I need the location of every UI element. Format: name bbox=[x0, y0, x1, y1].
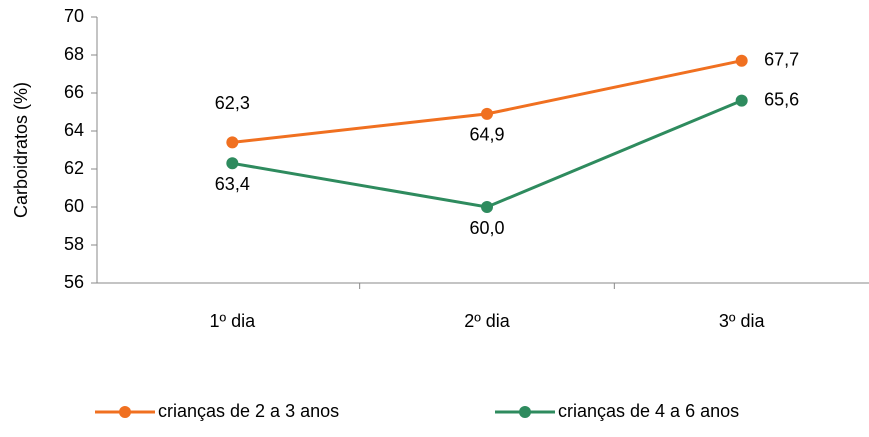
y-tick-label: 70 bbox=[64, 6, 84, 26]
y-tick-label: 62 bbox=[64, 158, 84, 178]
point bbox=[226, 157, 239, 170]
legend-marker bbox=[519, 406, 531, 418]
point bbox=[735, 54, 748, 67]
legend-label: crianças de 4 a 6 anos bbox=[558, 401, 739, 421]
data-label: 63,4 bbox=[215, 174, 250, 194]
data-label: 62,3 bbox=[215, 93, 250, 113]
legend-label: crianças de 2 a 3 anos bbox=[158, 401, 339, 421]
legend-marker bbox=[119, 406, 131, 418]
x-tick-label: 1º dia bbox=[210, 311, 257, 331]
point bbox=[481, 107, 493, 120]
y-tick-label: 64 bbox=[64, 120, 84, 140]
y-tick-label: 56 bbox=[64, 272, 84, 292]
data-label: 60,0 bbox=[469, 218, 504, 238]
point bbox=[481, 201, 493, 213]
data-label: 64,9 bbox=[469, 125, 504, 145]
y-tick-label: 58 bbox=[64, 234, 84, 254]
x-tick-label: 3º dia bbox=[719, 311, 766, 331]
y-tick-label: 68 bbox=[64, 44, 84, 64]
data-label: 67,7 bbox=[764, 49, 799, 69]
data-label: 65,6 bbox=[764, 89, 799, 109]
point bbox=[226, 136, 239, 149]
y-axis-label: Carboidratos (%) bbox=[11, 82, 31, 218]
y-tick-label: 66 bbox=[64, 82, 84, 102]
x-tick-label: 2º dia bbox=[464, 311, 511, 331]
point bbox=[735, 94, 748, 107]
y-tick-label: 60 bbox=[64, 196, 84, 216]
